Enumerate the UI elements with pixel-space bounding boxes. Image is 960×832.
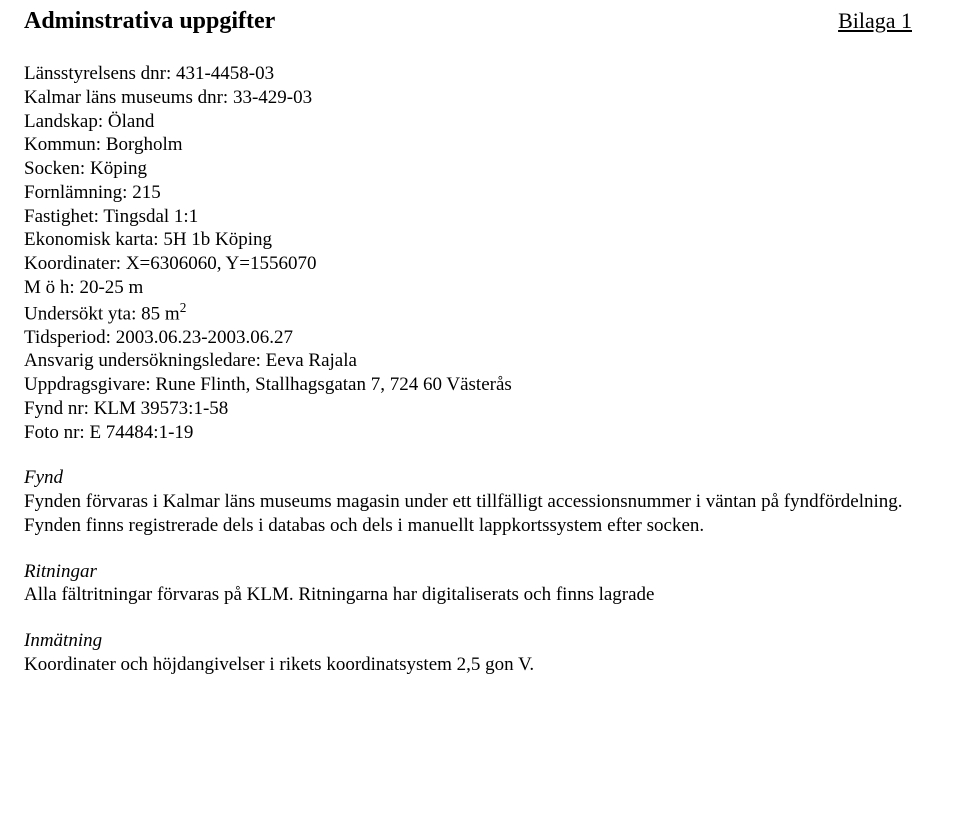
- value: E 74484:1-19: [89, 422, 193, 443]
- label: Undersökt yta:: [24, 303, 141, 324]
- value: Köping: [90, 158, 147, 179]
- field-lansstyrelsens-dnr: Länsstyrelsens dnr: 431-4458-03: [24, 62, 912, 86]
- field-undersokt-yta: Undersökt yta: 85 m2: [24, 300, 912, 326]
- superscript-2: 2: [180, 300, 187, 315]
- value: Tingsdal 1:1: [103, 206, 198, 227]
- value: X=6306060, Y=1556070: [126, 253, 317, 274]
- value: 431-4458-03: [176, 63, 274, 84]
- value: Öland: [108, 111, 154, 132]
- label: Socken:: [24, 158, 90, 179]
- page-title: Adminstrativa uppgifter: [24, 6, 275, 36]
- field-ansvarig: Ansvarig undersökningsledare: Eeva Rajal…: [24, 349, 912, 373]
- field-landskap: Landskap: Öland: [24, 110, 912, 134]
- section-text-fynd: Fynden förvaras i Kalmar läns museums ma…: [24, 490, 912, 538]
- section-text-inmatning: Koordinater och höjdangivelser i rikets …: [24, 653, 912, 677]
- field-tidsperiod: Tidsperiod: 2003.06.23-2003.06.27: [24, 326, 912, 350]
- section-fynd: Fynd Fynden förvaras i Kalmar läns museu…: [24, 466, 912, 537]
- label: Kalmar läns museums dnr:: [24, 87, 233, 108]
- label: Uppdragsgivare:: [24, 374, 155, 395]
- field-fornlamning: Fornlämning: 215: [24, 181, 912, 205]
- field-fynd-nr: Fynd nr: KLM 39573:1-58: [24, 397, 912, 421]
- label: Kommun:: [24, 134, 106, 155]
- field-socken: Socken: Köping: [24, 157, 912, 181]
- field-fastighet: Fastighet: Tingsdal 1:1: [24, 205, 912, 229]
- label: Ansvarig undersökningsledare:: [24, 350, 266, 371]
- value: KLM 39573:1-58: [94, 398, 229, 419]
- label: Länsstyrelsens dnr:: [24, 63, 176, 84]
- label: Fastighet:: [24, 206, 103, 227]
- field-foto-nr: Foto nr: E 74484:1-19: [24, 421, 912, 445]
- field-kommun: Kommun: Borgholm: [24, 133, 912, 157]
- section-text-ritningar: Alla fältritningar förvaras på KLM. Ritn…: [24, 583, 912, 607]
- value: 33-429-03: [233, 87, 312, 108]
- value: 2003.06.23-2003.06.27: [116, 327, 293, 348]
- field-uppdragsgivare: Uppdragsgivare: Rune Flinth, Stallhagsga…: [24, 373, 912, 397]
- value: 215: [132, 182, 161, 203]
- section-inmatning: Inmätning Koordinater och höjdangivelser…: [24, 629, 912, 677]
- value: 5H 1b Köping: [163, 229, 272, 250]
- field-kalmar-dnr: Kalmar läns museums dnr: 33-429-03: [24, 86, 912, 110]
- document-page: Adminstrativa uppgifter Bilaga 1 Länssty…: [0, 0, 960, 677]
- label: Ekonomisk karta:: [24, 229, 163, 250]
- section-title-inmatning: Inmätning: [24, 629, 912, 653]
- label: Foto nr:: [24, 422, 89, 443]
- field-koordinater: Koordinater: X=6306060, Y=1556070: [24, 252, 912, 276]
- value: Rune Flinth, Stallhagsgatan 7, 724 60 Vä…: [155, 374, 511, 395]
- label: Fornlämning:: [24, 182, 132, 203]
- value: 20-25 m: [79, 277, 143, 298]
- label: Fynd nr:: [24, 398, 94, 419]
- label: Koordinater:: [24, 253, 126, 274]
- label: Tidsperiod:: [24, 327, 116, 348]
- field-ekonomisk-karta: Ekonomisk karta: 5H 1b Köping: [24, 228, 912, 252]
- fields-block: Länsstyrelsens dnr: 431-4458-03 Kalmar l…: [24, 62, 912, 444]
- header-row: Adminstrativa uppgifter Bilaga 1: [24, 6, 912, 36]
- label: Landskap:: [24, 111, 108, 132]
- section-title-fynd: Fynd: [24, 466, 912, 490]
- value: Eeva Rajala: [266, 350, 357, 371]
- value: Borgholm: [106, 134, 183, 155]
- section-ritningar: Ritningar Alla fältritningar förvaras på…: [24, 560, 912, 608]
- label: M ö h:: [24, 277, 79, 298]
- appendix-label: Bilaga 1: [838, 7, 912, 35]
- value: 85 m: [141, 303, 180, 324]
- field-moh: M ö h: 20-25 m: [24, 276, 912, 300]
- section-title-ritningar: Ritningar: [24, 560, 912, 584]
